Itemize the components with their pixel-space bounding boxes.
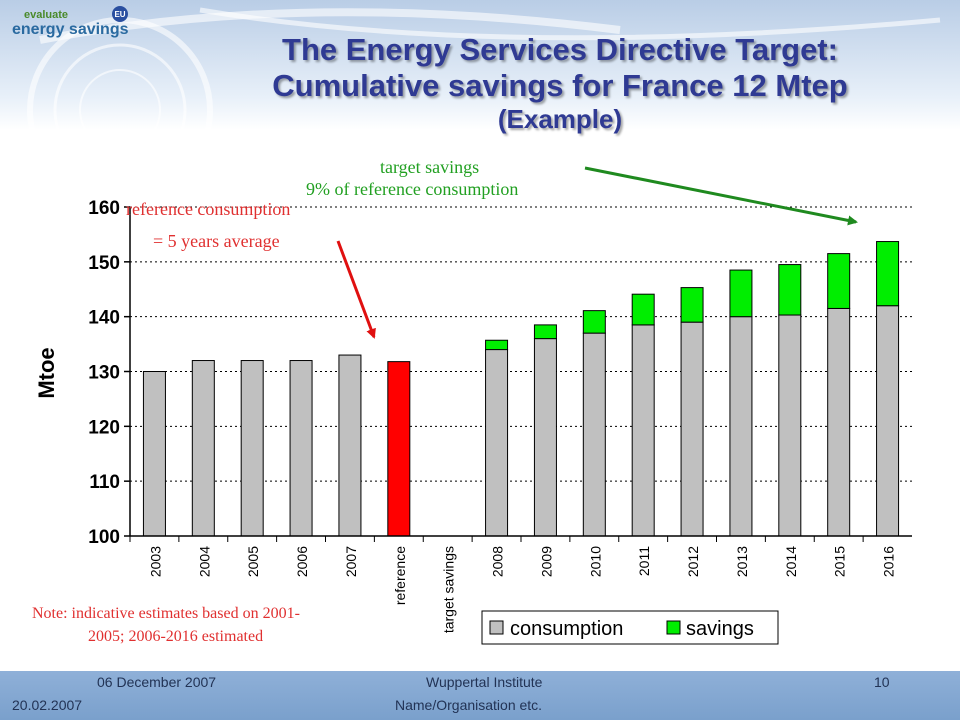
bar-consumption-2009 bbox=[533, 338, 557, 537]
bar-savings-2008 bbox=[485, 339, 509, 351]
x-tick-label: 2003 bbox=[147, 546, 163, 577]
annotation-arrows bbox=[336, 166, 858, 339]
bar-consumption-2011 bbox=[631, 324, 655, 537]
x-tick-label: 2012 bbox=[685, 546, 701, 577]
annotation-reference-consumption: reference consumption bbox=[126, 199, 291, 219]
x-tick-label: 2010 bbox=[587, 546, 603, 577]
bar-consumption-2006 bbox=[289, 360, 313, 537]
page-title-line-1: The Energy Services Directive Target: bbox=[282, 32, 838, 67]
x-tick-label: 2004 bbox=[196, 546, 212, 577]
page-title-line-2: Cumulative savings for France 12 Mtep bbox=[272, 68, 848, 103]
legend-label-consumption: consumption bbox=[510, 618, 623, 640]
footer-organisation: Name/Organisation etc. bbox=[395, 697, 543, 713]
x-tick-label: 2016 bbox=[881, 546, 897, 577]
x-tick-label: 2005 bbox=[245, 546, 261, 577]
annotation-target-savings: target savings bbox=[380, 157, 480, 177]
legend-swatch-savings bbox=[666, 620, 681, 635]
footer-date: 06 December 2007 bbox=[97, 674, 217, 690]
bar-consumption-2016 bbox=[876, 305, 900, 537]
note-line-1: Note: indicative estimates based on 2001… bbox=[32, 605, 300, 622]
y-tick-label: 120 bbox=[88, 417, 120, 438]
footer-date-2: 20.02.2007 bbox=[12, 697, 83, 713]
y-tick-label: 130 bbox=[88, 363, 120, 384]
legend-box bbox=[481, 610, 779, 645]
legend-label-savings: savings bbox=[686, 618, 754, 640]
bar-savings-2009 bbox=[533, 324, 557, 340]
bar-consumption-2012 bbox=[680, 321, 704, 537]
x-tick-label: reference bbox=[392, 546, 408, 605]
bar-consumption-2004 bbox=[191, 360, 215, 537]
bar-consumption-2007 bbox=[338, 354, 362, 537]
bar-savings-2010 bbox=[582, 310, 606, 334]
bar-consumption-2008 bbox=[485, 349, 509, 537]
legend: consumption savings bbox=[481, 610, 779, 645]
arrow-target-savings-icon bbox=[584, 166, 858, 226]
footer-institute: Wuppertal Institute bbox=[426, 674, 543, 690]
x-tick-label: 2007 bbox=[343, 546, 359, 577]
x-tick-label: 2013 bbox=[734, 546, 750, 577]
footer-bar: 06 December 2007 20.02.2007 Wuppertal In… bbox=[0, 671, 960, 720]
note-line-2: 2005; 2006-2016 estimated bbox=[88, 628, 264, 645]
arrow-reference-icon bbox=[336, 240, 376, 339]
annotation-reference-average: = 5 years average bbox=[153, 231, 280, 251]
bar-savings-2013 bbox=[729, 269, 753, 318]
bar-consumption-2013 bbox=[729, 316, 753, 537]
x-tick-label: target savings bbox=[441, 546, 457, 633]
x-tick-label: 2009 bbox=[538, 546, 554, 577]
evaluate-energy-savings-logo: evaluate energy savings EU bbox=[12, 6, 129, 38]
bar-savings-2012 bbox=[680, 287, 704, 323]
bar-savings-2015 bbox=[827, 253, 851, 309]
bars bbox=[142, 241, 900, 537]
y-tick-label: 140 bbox=[88, 308, 120, 329]
header-banner bbox=[0, 0, 960, 130]
axes: 100 110 120 130 140 150 160 Mtoe 2003 2004 2005 200… bbox=[34, 198, 912, 633]
y-tick-label: 160 bbox=[88, 198, 120, 219]
bar-consumption-2014 bbox=[778, 314, 802, 537]
bar-consumption-2003 bbox=[142, 371, 166, 537]
x-tick-label: 2008 bbox=[490, 546, 506, 577]
bar-consumption-2010 bbox=[582, 332, 606, 537]
logo-eu-badge-text: EU bbox=[114, 10, 125, 19]
y-axis-label: Mtoe bbox=[34, 347, 59, 398]
bar-savings-2014 bbox=[778, 264, 802, 316]
x-tick-label: 2011 bbox=[636, 546, 652, 576]
logo-text-evaluate: evaluate bbox=[24, 9, 68, 21]
bar-consumption-2005 bbox=[240, 360, 264, 537]
bar-reference bbox=[387, 361, 411, 537]
y-tick-label: 150 bbox=[88, 253, 120, 274]
x-tick-label: 2006 bbox=[294, 546, 310, 577]
logo-text-energy-savings: energy savings bbox=[12, 21, 129, 38]
x-tick-label: 2015 bbox=[832, 546, 848, 577]
page-title-line-3: (Example) bbox=[497, 104, 623, 134]
annotation-target-percent: 9% of reference consumption bbox=[306, 179, 519, 199]
y-tick-label: 110 bbox=[89, 472, 120, 493]
y-tick-label: 100 bbox=[88, 527, 120, 548]
bar-consumption-2015 bbox=[827, 307, 851, 537]
eu-badge-icon bbox=[112, 6, 128, 22]
bar-savings-2011 bbox=[631, 293, 655, 326]
legend-swatch-consumption bbox=[489, 620, 504, 635]
bar-savings-2016 bbox=[876, 241, 900, 307]
stacked-bar-chart: 100 110 120 130 140 150 160 Mtoe 2003 2004 2005 200… bbox=[34, 166, 912, 645]
x-tick-label: 2014 bbox=[783, 546, 799, 577]
footer-page-number: 10 bbox=[874, 674, 890, 690]
